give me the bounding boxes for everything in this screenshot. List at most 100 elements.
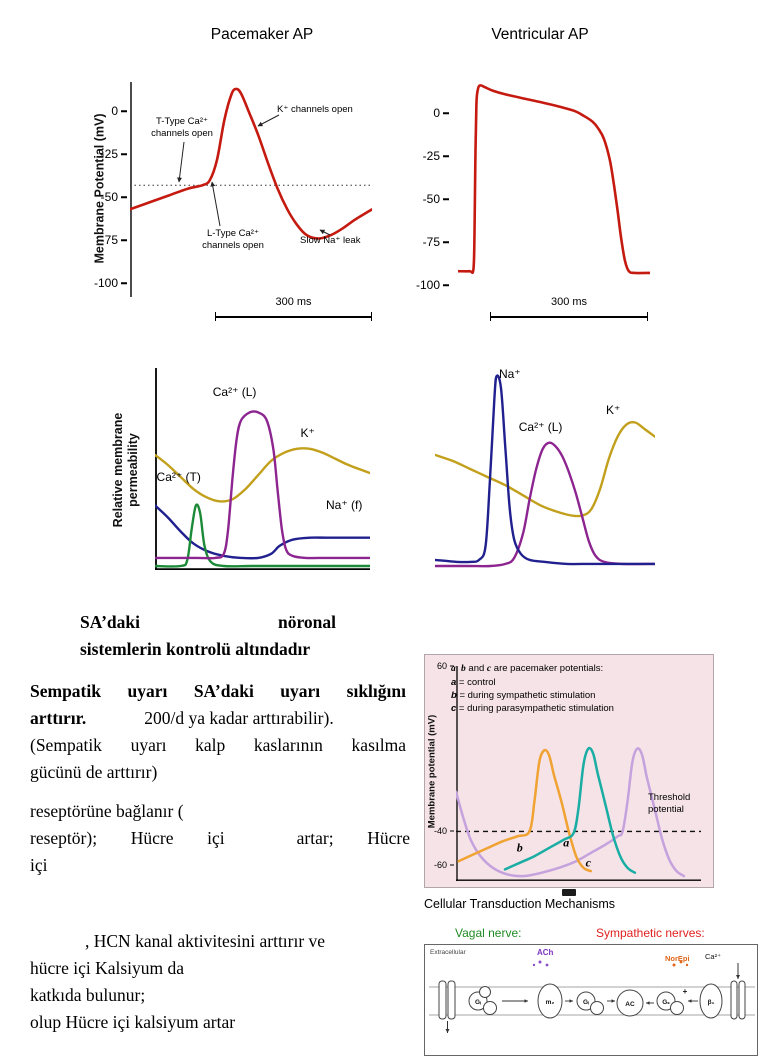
curve-label-Ca²⁺ (T): Ca²⁺ (T) <box>156 470 201 485</box>
pm-legend-item-b: b = during sympathetic stimulation <box>451 690 596 701</box>
norepi-label: NorEpi <box>665 954 690 963</box>
legend-title-rest: are pacemaker potentials: <box>491 663 604 674</box>
curve-label-Na⁺ (f): Na⁺ (f) <box>326 498 363 513</box>
pm-legend-item-c: c = during parasympathetic stimulation <box>451 703 614 714</box>
adenylyl-cyclase: AC <box>616 989 644 1017</box>
extracellular-label: Extracellular <box>430 949 466 956</box>
heading-sa: SA’daki <box>80 612 140 632</box>
y-tick-0: 0 <box>433 106 440 120</box>
curve-K+ <box>155 447 370 503</box>
gs-protein: Gₛ + <box>656 987 688 1015</box>
y-tick--40: -40 <box>433 826 447 837</box>
svg-text:Gᵢ: Gᵢ <box>475 999 481 1006</box>
ventricular-ap-chart <box>458 84 650 275</box>
paragraph-sympathetic-line3: (Sempatik uyarı kalp kaslarının kasılma <box>30 735 406 755</box>
curve-Na+ <box>435 374 655 566</box>
curve-Ca2+L <box>155 410 370 560</box>
na-leak-annotation: Slow Na⁺ leak <box>300 235 361 246</box>
ca-channel <box>730 980 746 1020</box>
pm-curve-labels: b a c <box>456 666 701 881</box>
hcn-text: , HCN kanal aktivitesini arttırır ve <box>85 931 326 951</box>
pacemaker-ap-yticks: 0 -25 -50 -75 -100 <box>88 82 128 297</box>
y-tick--50: -50 <box>100 190 118 205</box>
pacemaker-scale-bar: 300 ms <box>215 296 372 321</box>
paragraph-hcn-line3: katkıda bulunur; <box>30 985 146 1005</box>
ventricular-ap-title: Ventricular AP <box>491 26 589 43</box>
pm-plot: b a c Threshold potential <box>456 666 701 881</box>
y-tick--75: -75 <box>100 233 118 248</box>
curve-label-a: a <box>563 835 570 850</box>
k-channel <box>438 980 456 1020</box>
heading: SA’daki nöronal sistemlerin kontrolü alt… <box>80 609 336 663</box>
vagal-nerve-label: Vagal nerve: <box>455 926 522 940</box>
legend-a-symbol: a <box>451 664 456 674</box>
ventricular-scale-bar-label: 300 ms <box>550 296 588 308</box>
curve-ventricular-ap <box>458 84 650 275</box>
sympathetic-nerves-label: Sympathetic nerves: <box>596 926 705 940</box>
receptor-text: reseptör); Hücre içi <box>30 828 225 848</box>
curve-label-b: b <box>516 840 523 855</box>
y-tick--25: -25 <box>422 149 440 163</box>
ventricular-ap-plot <box>458 82 650 297</box>
svg-text:+: + <box>683 987 688 996</box>
curve-label-Na⁺: Na⁺ <box>498 367 521 382</box>
y-tick--60: -60 <box>433 859 447 870</box>
rate-text: 200/d ya kadar arttırabilir). <box>144 708 334 728</box>
svg-text:AC: AC <box>625 1001 635 1008</box>
slide-page: { "colors": { "ap_curve": "#c41a10", "pe… <box>0 0 768 1024</box>
legend-b-symbol: b <box>461 664 466 674</box>
curve-label-K⁺: K⁺ <box>300 425 315 440</box>
l-type-annotation: L-Type Ca²⁺ channels open <box>202 228 264 251</box>
curve-label-Ca²⁺ (L): Ca²⁺ (L) <box>518 419 563 434</box>
y-tick--75: -75 <box>422 235 440 249</box>
legend-c-symbol: c <box>486 664 492 674</box>
pm-yticks: 60 -40 -60 <box>425 661 453 881</box>
axis-line <box>155 368 370 570</box>
paragraph-sympathetic-line2: arttırır. 200/d ya kadar arttırabilir). <box>30 705 406 732</box>
ventricular-permeability-labels: Na⁺ Ca²⁺ (L) K⁺ <box>435 367 655 570</box>
y-tick-0: 0 <box>111 104 118 119</box>
pacemaker-permeability-plot: Ca²⁺ (L) K⁺ Ca²⁺ (T) Na⁺ (f) <box>155 368 370 570</box>
transduction-title: Cellular Transduction Mechanisms <box>424 897 616 911</box>
k-open-annotation: K⁺ channels open <box>277 104 353 115</box>
paragraph-receptor-line1: reseptörüne bağlanır ( <box>30 801 184 821</box>
curve-Ca2+L <box>435 441 655 568</box>
pacemaker-scale-bar-label: 300 ms <box>275 296 312 308</box>
curve-Ca2+T <box>155 503 370 568</box>
ventricular-permeability-plot: Na⁺ Ca²⁺ (L) K⁺ <box>435 367 655 570</box>
ach-vesicles <box>532 960 549 967</box>
svg-text:Gₛ: Gₛ <box>662 999 670 1006</box>
paragraph-receptor-line3: içi <box>30 855 48 875</box>
curve-pacemaker-ap <box>130 87 372 240</box>
paragraph-sympathetic-line1: Sempatik uyarı SA’daki uyarı sıklığını <box>30 681 406 701</box>
l-type-arrow <box>210 181 221 227</box>
cropped-axis-caption <box>562 889 576 896</box>
pacemaker-ap-title: Pacemaker AP <box>210 26 314 43</box>
pacemaker-permeability-labels: Ca²⁺ (L) K⁺ Ca²⁺ (T) Na⁺ (f) <box>155 368 370 570</box>
norepi-vesicles <box>672 960 689 967</box>
pacemaker-ap-plot: T-Type Ca²⁺ channels open K⁺ channels op… <box>130 82 372 297</box>
t-type-annotation: T-Type Ca²⁺ channels open <box>151 116 213 139</box>
transduction-diagram: Extracellular ACh NorEpi Ca²⁺ Gᵢ <box>424 944 758 1056</box>
t-type-arrow <box>177 141 185 183</box>
paragraph-hcn: , HCN kanal aktivitesini arttırır ve hüc… <box>30 928 410 1036</box>
pacemaker-ap-chart <box>130 82 372 297</box>
beta1-receptor: β₁ <box>699 983 723 1019</box>
threshold-label: Threshold potential <box>648 792 691 815</box>
axis-line <box>456 666 701 881</box>
paragraph-hcn-line1: , HCN kanal aktivitesini arttırır ve <box>30 928 410 955</box>
ventricular-permeability-chart <box>435 374 655 568</box>
heading-noronal: nöronal <box>277 612 336 632</box>
na-leak-arrow <box>319 229 331 236</box>
relative-permeability-axis-label: Relative membrane permeability <box>111 412 140 528</box>
y-tick--50: -50 <box>422 192 440 206</box>
m2-receptor: m₂ <box>537 983 563 1019</box>
heading-line1: SA’daki nöronal <box>80 609 336 636</box>
paragraph-receptor: reseptörüne bağlanır ( reseptör); Hücre … <box>30 798 410 879</box>
y-tick--100: -100 <box>415 278 440 292</box>
y-tick--100: -100 <box>93 276 118 291</box>
ventricular-scale-bar: 300 ms <box>490 296 648 321</box>
paragraph-receptor-line2: reseptör); Hücre içi artar; Hücre <box>30 825 410 852</box>
pm-chart <box>456 666 701 881</box>
curve-a-control <box>503 746 637 874</box>
